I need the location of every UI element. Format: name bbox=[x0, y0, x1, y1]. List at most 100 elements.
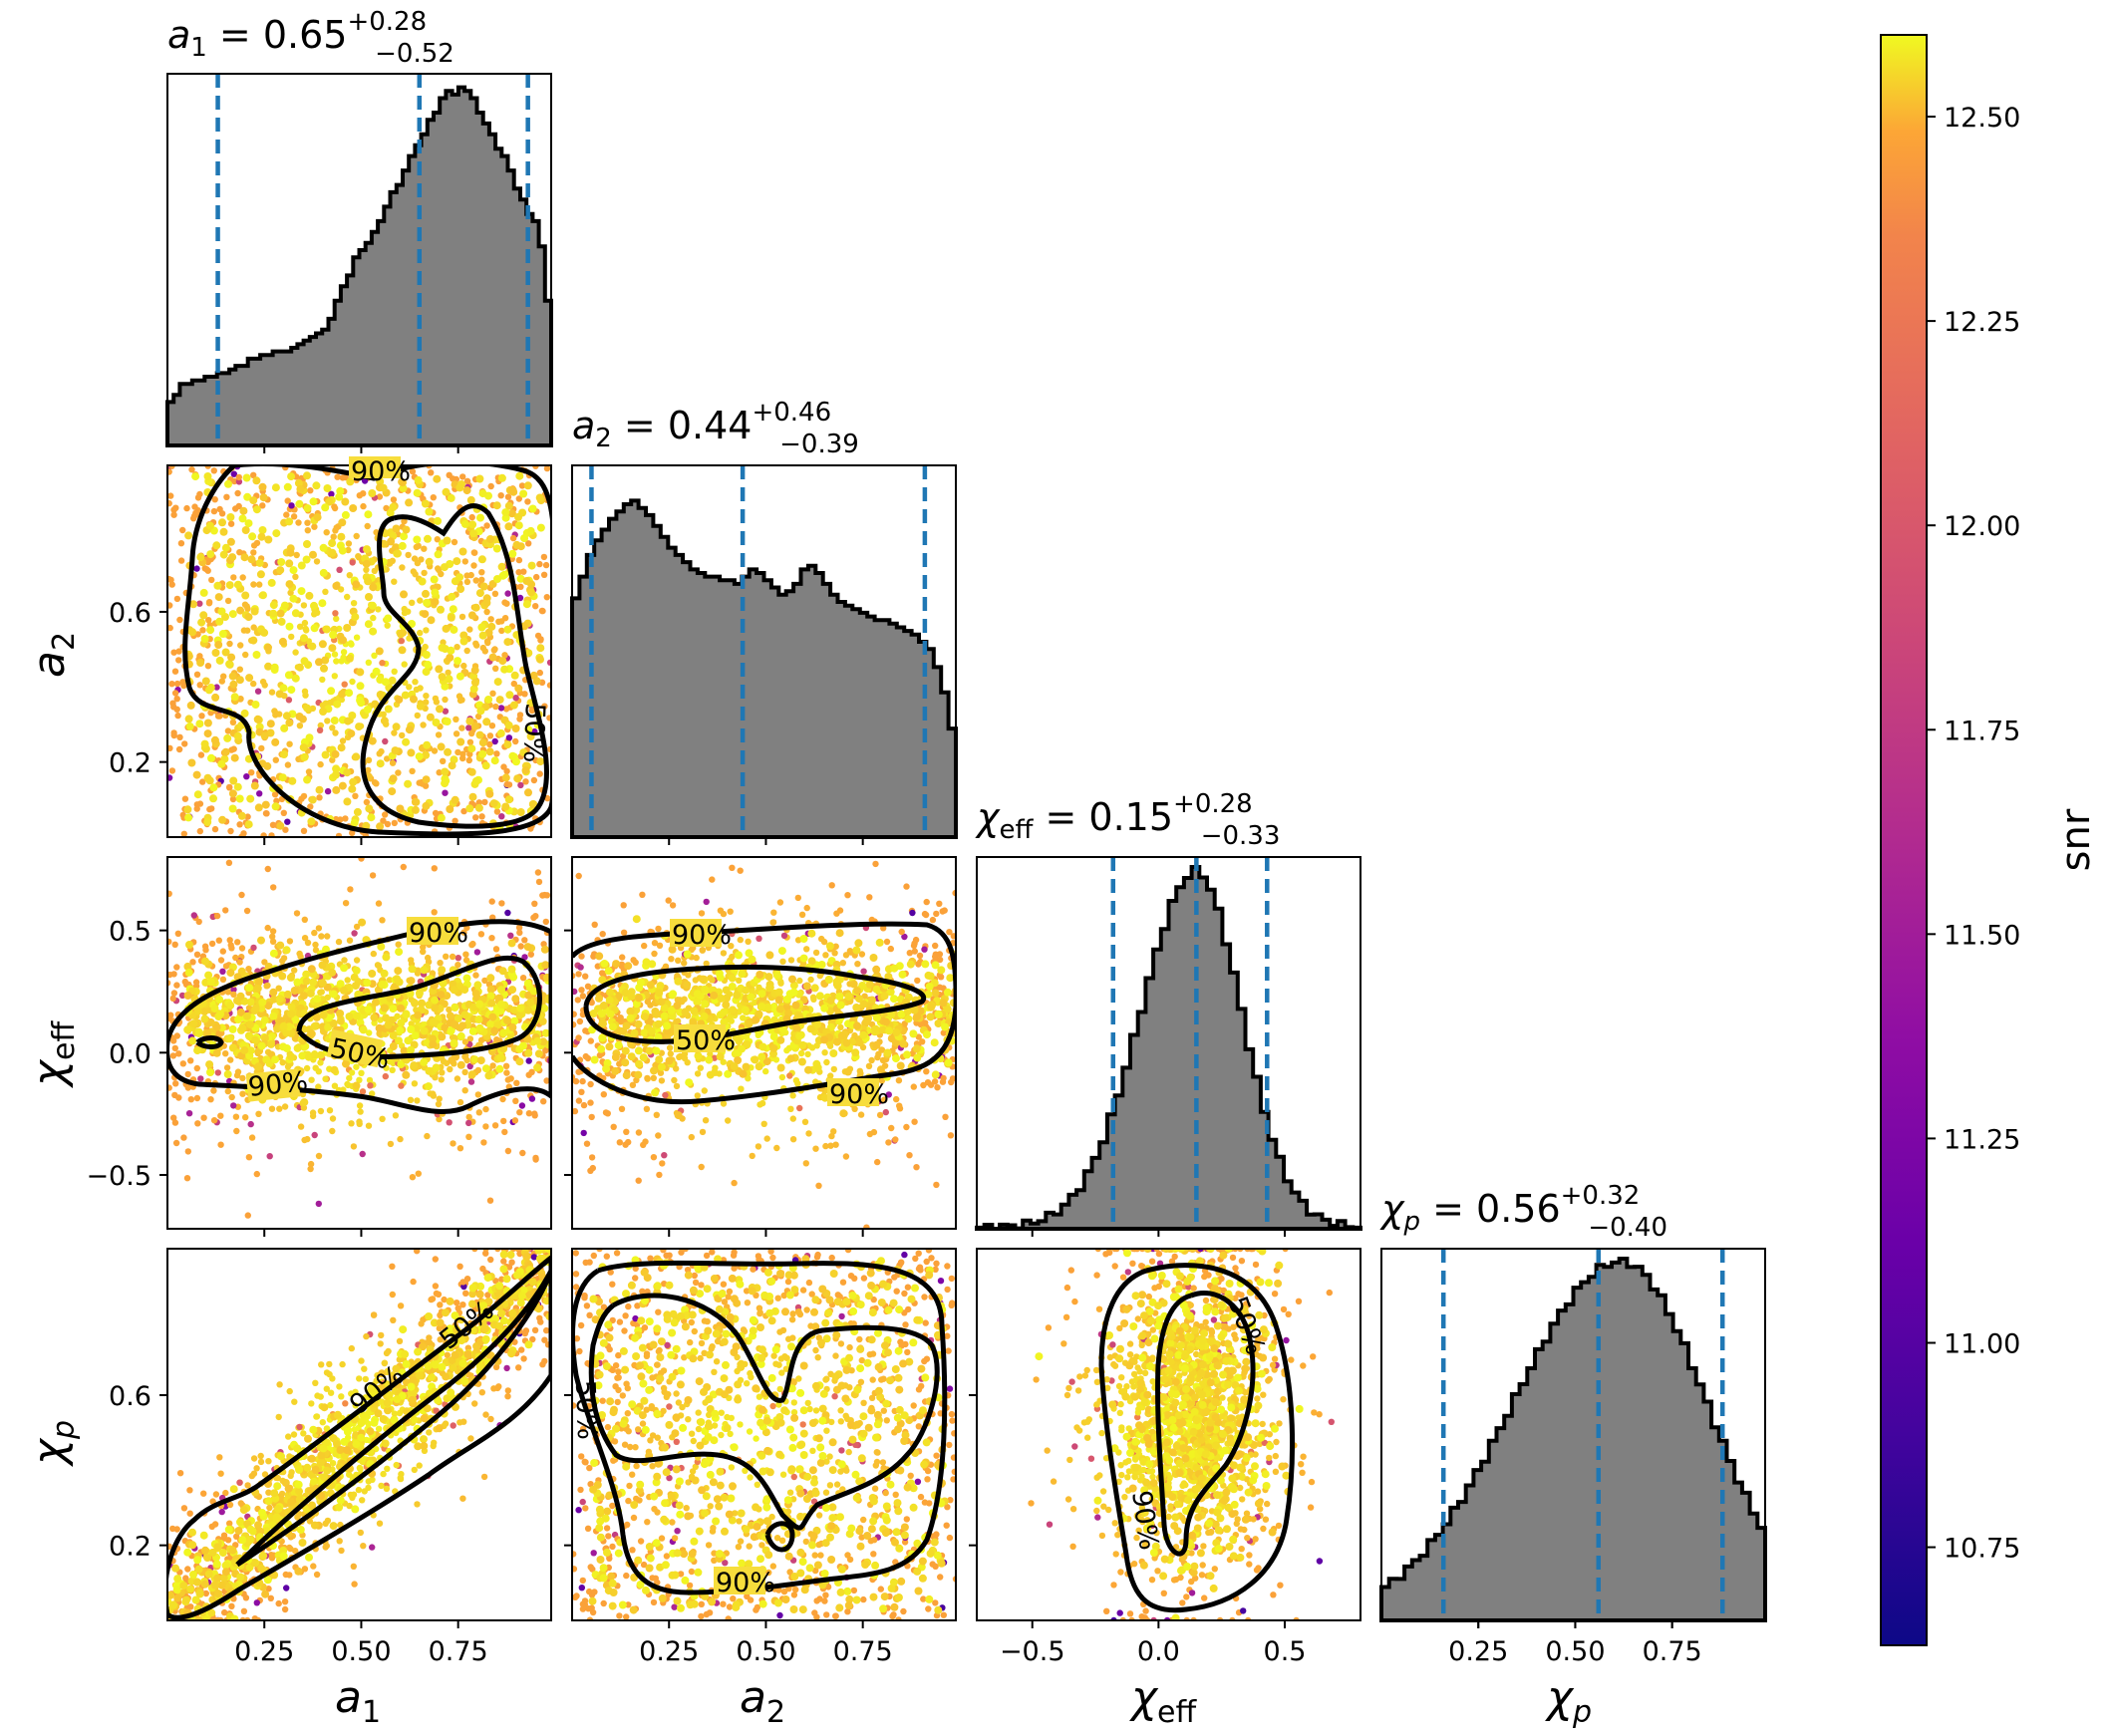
scatter-point bbox=[621, 1046, 630, 1055]
scatter-point bbox=[300, 752, 309, 761]
contour-90-a1-chi-eff-small bbox=[195, 1035, 224, 1049]
scatter-point bbox=[460, 807, 467, 815]
scatter-point bbox=[422, 750, 431, 759]
scatter-point bbox=[364, 577, 373, 586]
scatter-point bbox=[789, 1136, 797, 1143]
scatter-point bbox=[331, 651, 339, 658]
title-a1-sub: 1 bbox=[190, 33, 207, 63]
scatter-point bbox=[895, 1077, 903, 1084]
title-chi-p-eq: = bbox=[1420, 1187, 1476, 1231]
scatter-point bbox=[477, 555, 486, 564]
scatter-point bbox=[338, 518, 347, 527]
scatter-point bbox=[524, 788, 532, 797]
scatter-point bbox=[463, 572, 470, 579]
scatter-point bbox=[310, 1021, 319, 1030]
scatter-point bbox=[205, 1060, 214, 1069]
scatter-point bbox=[167, 499, 172, 507]
scatter-point bbox=[470, 722, 479, 730]
scatter-point bbox=[264, 1002, 273, 1011]
scatter-point bbox=[353, 476, 360, 483]
scatter-point bbox=[229, 776, 238, 785]
quantile-lines-a2 bbox=[589, 465, 928, 837]
scatter-points-a1-a2 bbox=[167, 465, 551, 837]
title-chi-p-minus: −0.40 bbox=[1588, 1213, 1667, 1243]
scatter-point bbox=[230, 986, 237, 994]
scatter-point bbox=[342, 1059, 350, 1068]
scatter-point bbox=[702, 1117, 710, 1124]
scatter-point bbox=[467, 744, 476, 753]
scatter-point bbox=[614, 1040, 623, 1049]
contour-labels-a2-chi-eff: 90% 50% 90% bbox=[670, 919, 889, 1110]
scatter-point bbox=[285, 559, 294, 568]
scatter-point bbox=[307, 817, 316, 826]
scatter-point bbox=[546, 659, 551, 666]
scatter-point bbox=[365, 756, 373, 763]
scatter-point bbox=[257, 936, 265, 945]
scatter-point bbox=[172, 1139, 180, 1147]
scatter-point bbox=[448, 761, 456, 770]
scatter-point bbox=[295, 519, 302, 526]
scatter-point bbox=[401, 661, 408, 668]
scatter-point bbox=[438, 1032, 447, 1041]
scatter-point bbox=[219, 527, 228, 536]
scatter-point bbox=[454, 955, 461, 962]
scatter-point bbox=[250, 471, 257, 478]
hist-panel-a2: a2 = 0.44+0.46 −0.39 bbox=[570, 398, 958, 845]
scatter-point bbox=[424, 1132, 431, 1140]
scatter-point bbox=[230, 574, 237, 581]
scatter-point bbox=[318, 989, 325, 996]
scatter-point bbox=[513, 774, 522, 783]
scatter-point bbox=[524, 991, 533, 1000]
scatter-point bbox=[540, 1004, 549, 1013]
scatter-point bbox=[210, 1117, 218, 1124]
scatter-point bbox=[457, 480, 465, 488]
scatter-point bbox=[462, 486, 471, 495]
scatter-point bbox=[807, 976, 814, 984]
scatter-point bbox=[408, 965, 417, 974]
scatter-point bbox=[535, 878, 543, 886]
scatter-point bbox=[363, 706, 372, 714]
scatter-point bbox=[304, 939, 312, 947]
scatter-point bbox=[629, 1081, 637, 1089]
scatter-point bbox=[257, 1041, 266, 1050]
scatter-point bbox=[857, 1111, 865, 1118]
scatter-point bbox=[896, 1061, 905, 1070]
scatter-point bbox=[446, 1006, 453, 1013]
scatter-point bbox=[724, 1069, 733, 1078]
scatter-point bbox=[757, 1003, 766, 1011]
scatter-point bbox=[733, 991, 742, 1000]
scatter-point bbox=[437, 960, 444, 967]
scatter-point bbox=[435, 665, 444, 674]
scatter-point bbox=[789, 1092, 796, 1099]
scatter-point bbox=[212, 541, 221, 550]
scatter-point bbox=[533, 1036, 542, 1045]
scatter-point bbox=[546, 682, 551, 689]
scatter-point bbox=[762, 1057, 771, 1066]
scatter-point bbox=[407, 1025, 416, 1033]
scatter-point bbox=[333, 658, 340, 665]
scatter-point bbox=[495, 994, 503, 1003]
scatter-point bbox=[453, 657, 462, 666]
scatter-point bbox=[238, 514, 247, 523]
scatter-point bbox=[318, 1361, 325, 1368]
scatter-point bbox=[495, 1064, 504, 1073]
scatter-point bbox=[466, 1035, 474, 1042]
scatter-point bbox=[514, 521, 523, 530]
scatter-point bbox=[394, 967, 403, 976]
scatter-point bbox=[172, 1080, 179, 1087]
scatter-point bbox=[929, 916, 937, 924]
scatter-point bbox=[731, 1179, 738, 1187]
scatter-point bbox=[368, 970, 377, 978]
scatter-point bbox=[358, 918, 367, 927]
scatter-point bbox=[223, 493, 230, 500]
scatter-point bbox=[901, 933, 908, 941]
scatter-point bbox=[498, 657, 507, 666]
scatter-point bbox=[796, 977, 803, 985]
scatter-point bbox=[809, 994, 817, 1001]
scatter-point bbox=[588, 1113, 595, 1121]
scatter-point bbox=[344, 717, 352, 725]
scatter-point bbox=[752, 1015, 759, 1024]
scatter-point bbox=[197, 618, 206, 627]
scatter-point bbox=[295, 499, 304, 508]
scatter-point bbox=[497, 562, 506, 571]
